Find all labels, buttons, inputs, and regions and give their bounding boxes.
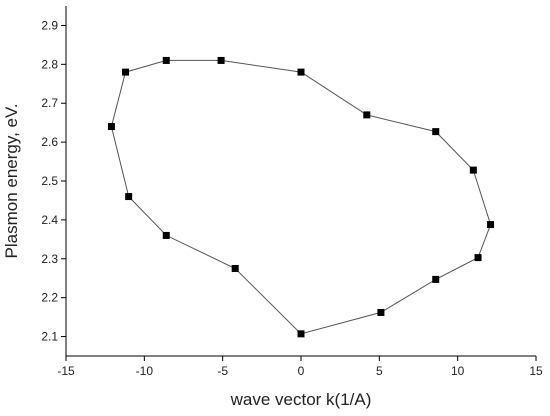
data-point xyxy=(432,275,440,283)
y-tick-label: 2.8 xyxy=(41,57,58,71)
x-axis-ticks: -15 -10 -5 0 5 10 15 xyxy=(57,356,543,378)
y-tick-label: 2.4 xyxy=(41,213,58,227)
y-axis-ticks: 2.1 2.2 2.3 2.4 2.5 2.6 2.7 2.8 2.9 xyxy=(41,18,66,344)
data-point xyxy=(363,111,371,119)
y-tick-label: 2.9 xyxy=(41,18,58,32)
y-tick-label: 2.2 xyxy=(41,291,58,305)
x-tick-label: 10 xyxy=(451,364,465,378)
y-tick-label: 2.3 xyxy=(41,252,58,266)
data-point xyxy=(474,254,482,262)
y-tick-label: 2.6 xyxy=(41,135,58,149)
x-tick-label: 0 xyxy=(298,364,305,378)
x-tick-label: 5 xyxy=(376,364,383,378)
y-tick-label: 2.7 xyxy=(41,96,58,110)
series-markers xyxy=(107,56,495,338)
data-point xyxy=(162,231,170,239)
data-point xyxy=(469,166,477,174)
data-point xyxy=(125,193,133,201)
data-point xyxy=(122,68,130,76)
data-point xyxy=(432,128,440,136)
y-axis-title: Plasmon energy, eV. xyxy=(2,104,21,259)
x-tick-label: -10 xyxy=(136,364,154,378)
data-point xyxy=(217,56,225,64)
x-axis-title: wave vector k(1/A) xyxy=(230,390,372,409)
data-point xyxy=(107,123,115,131)
data-point xyxy=(297,330,305,338)
x-tick-label: 15 xyxy=(529,364,543,378)
y-tick-label: 2.1 xyxy=(41,330,58,344)
x-tick-label: -5 xyxy=(217,364,228,378)
data-point xyxy=(162,56,170,64)
data-point xyxy=(487,221,495,229)
data-point xyxy=(297,68,305,76)
y-tick-label: 2.5 xyxy=(41,174,58,188)
series-line xyxy=(110,59,492,335)
data-point xyxy=(231,265,239,272)
data-point xyxy=(377,308,385,316)
x-tick-label: -15 xyxy=(57,364,75,378)
